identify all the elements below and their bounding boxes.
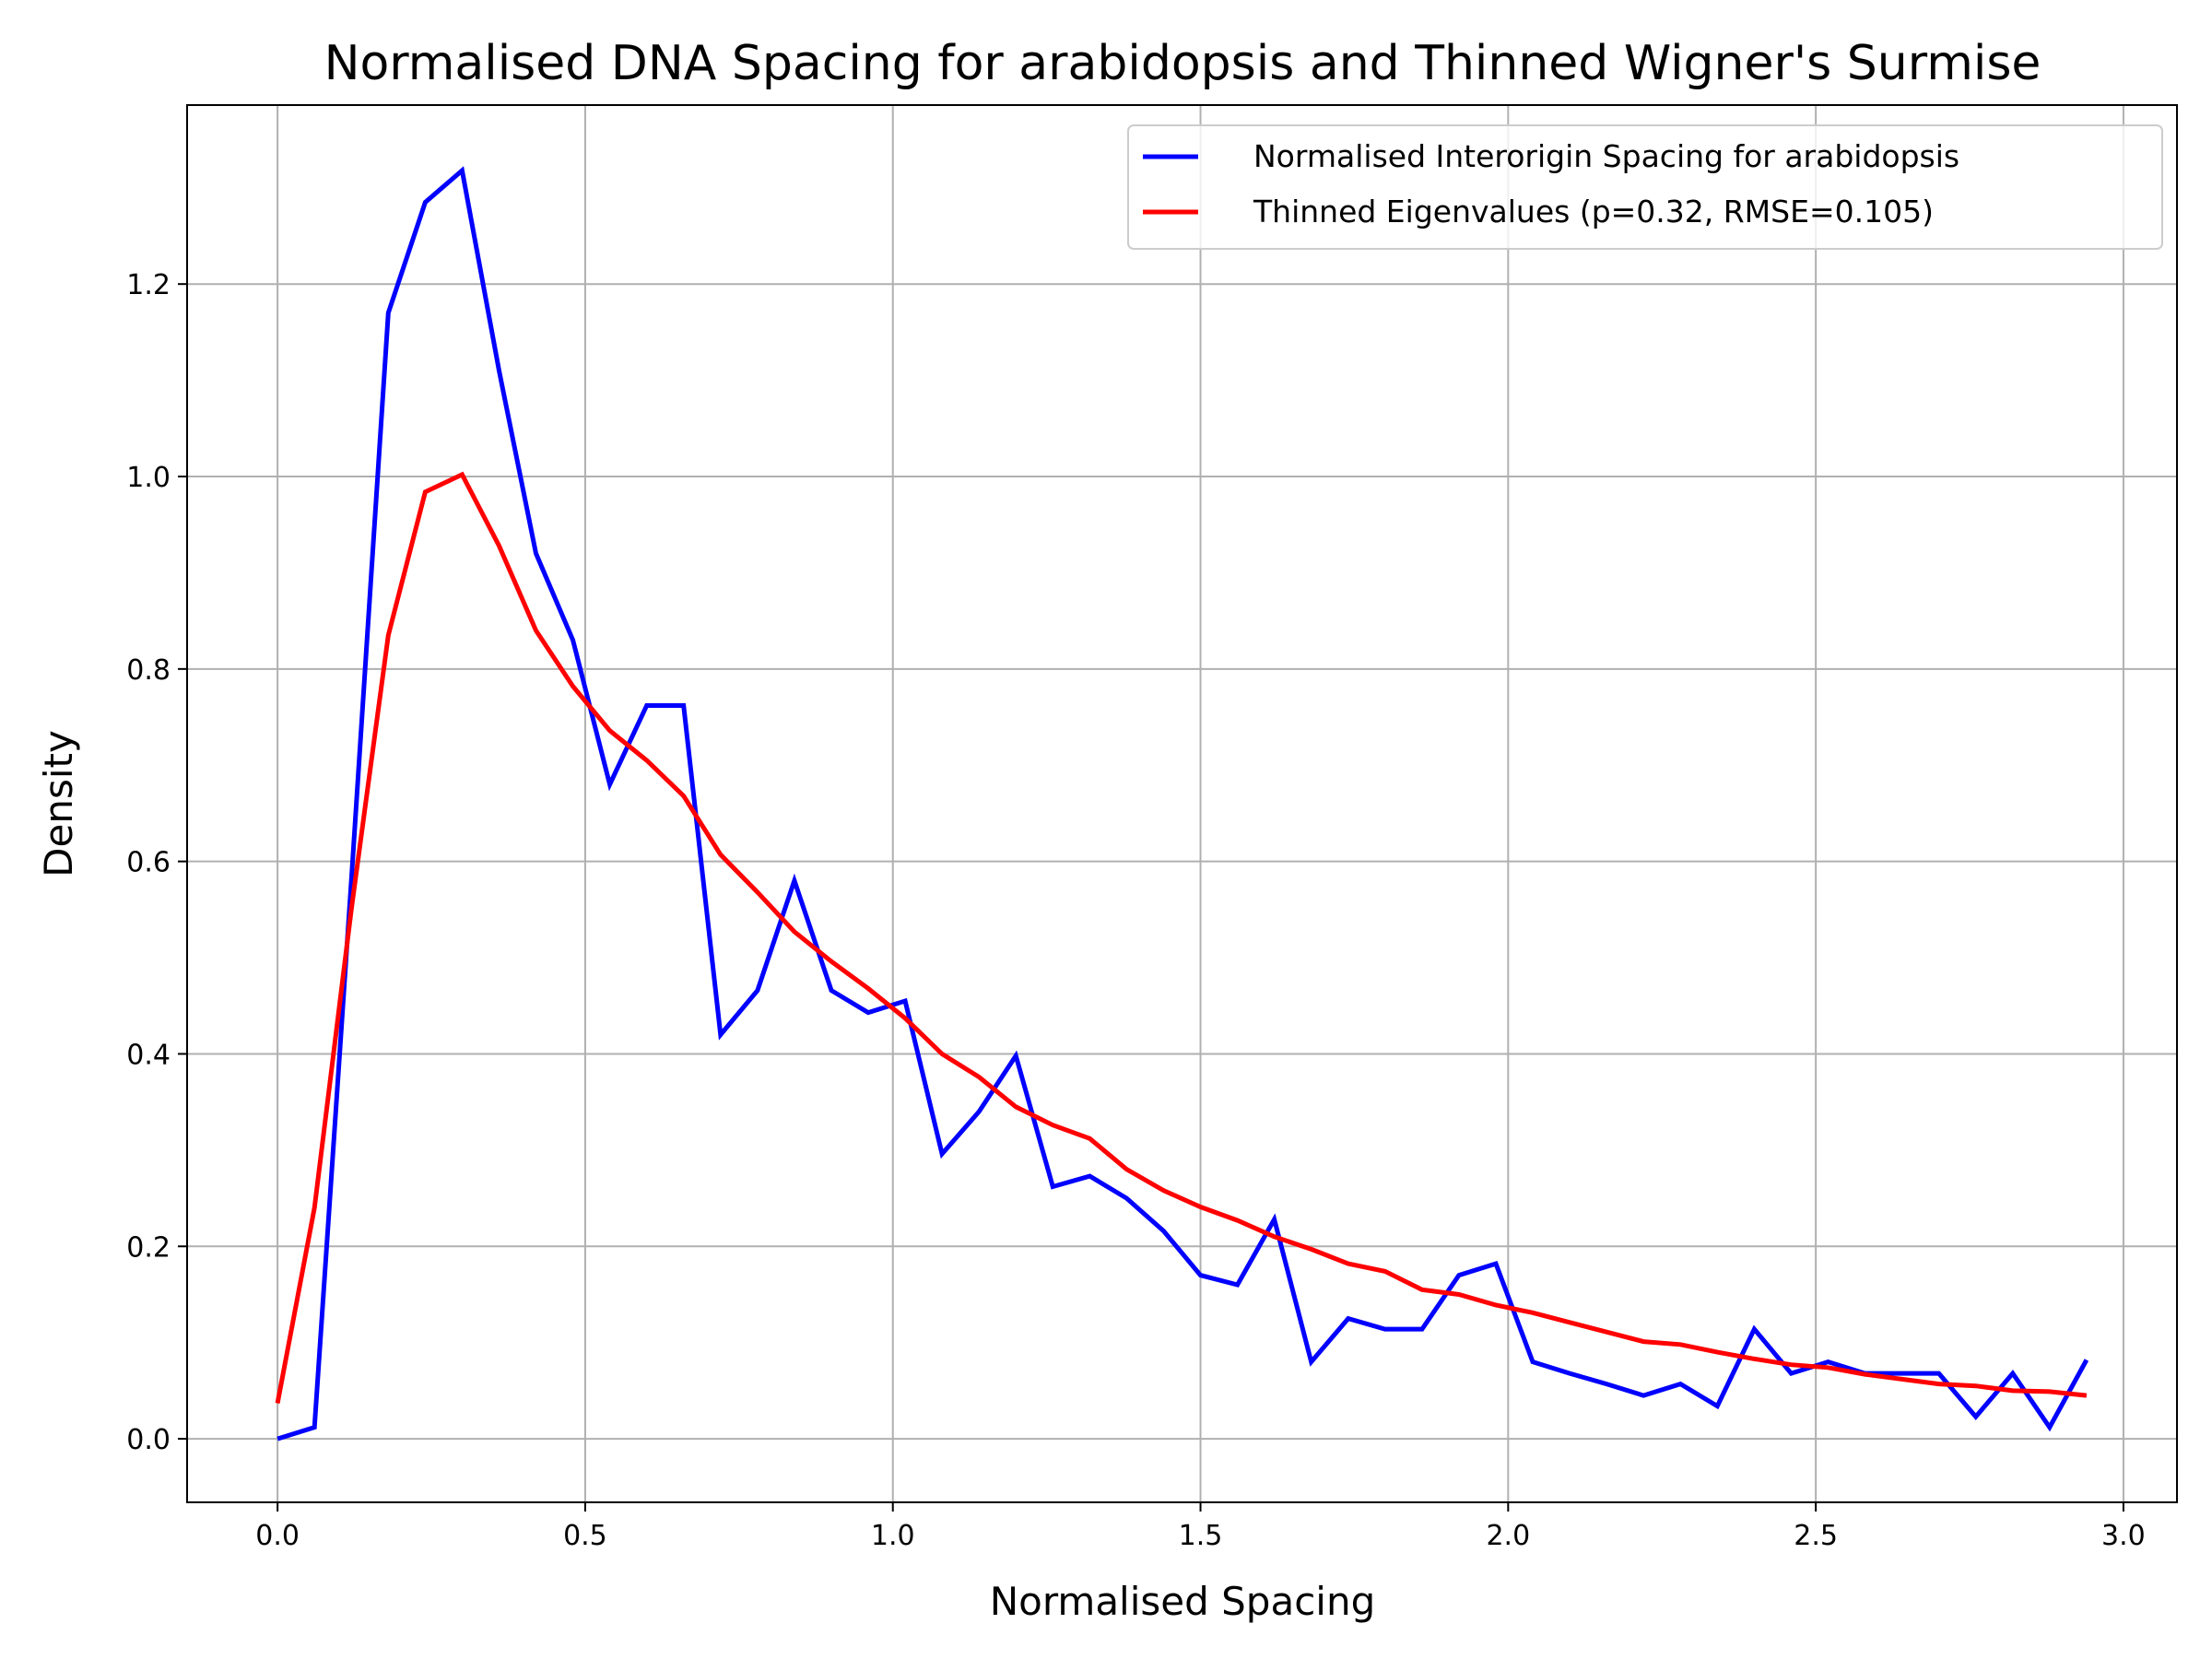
- y-axis-title: Density: [36, 730, 81, 877]
- x-tick-label: 1.0: [871, 1520, 915, 1552]
- y-tick-label: 1.0: [126, 462, 171, 494]
- y-tick-label: 0.2: [126, 1231, 171, 1264]
- y-axis-ticks: 0.0 0.2 0.4 0.6 0.8 1.0 1.2: [126, 269, 187, 1456]
- y-tick-label: 0.6: [126, 847, 171, 879]
- y-tick-label: 0.0: [126, 1424, 171, 1456]
- legend: Normalised Interorigin Spacing for arabi…: [1127, 124, 2163, 250]
- x-axis-ticks: 0.0 0.5 1.0 1.5 2.0 2.5 3.0: [255, 1502, 2146, 1552]
- series-line-thinned: [275, 471, 2088, 1404]
- legend-box: [1127, 124, 2163, 250]
- x-tick-label: 1.5: [1179, 1520, 1223, 1552]
- series-layer: [275, 166, 2089, 1441]
- legend-label-interorigin: Normalised Interorigin Spacing for arabi…: [1253, 138, 1959, 174]
- x-axis-title: Normalised Spacing: [990, 1579, 1375, 1624]
- x-tick-label: 2.0: [1486, 1520, 1530, 1552]
- y-tick-label: 0.4: [126, 1039, 171, 1071]
- plot-frame: [186, 104, 2178, 1503]
- x-tick-label: 0.0: [255, 1520, 300, 1552]
- legend-label-thinned: Thinned Eigenvalues (p=0.32, RMSE=0.105): [1253, 194, 1934, 229]
- grid: [187, 105, 2177, 1502]
- x-tick-label: 0.5: [563, 1520, 607, 1552]
- y-tick-label: 0.8: [126, 654, 171, 687]
- chart-title: Normalised DNA Spacing for arabidopsis a…: [324, 36, 2041, 91]
- y-tick-label: 1.2: [126, 269, 171, 301]
- x-tick-label: 2.5: [1794, 1520, 1838, 1552]
- x-tick-label: 3.0: [2101, 1520, 2146, 1552]
